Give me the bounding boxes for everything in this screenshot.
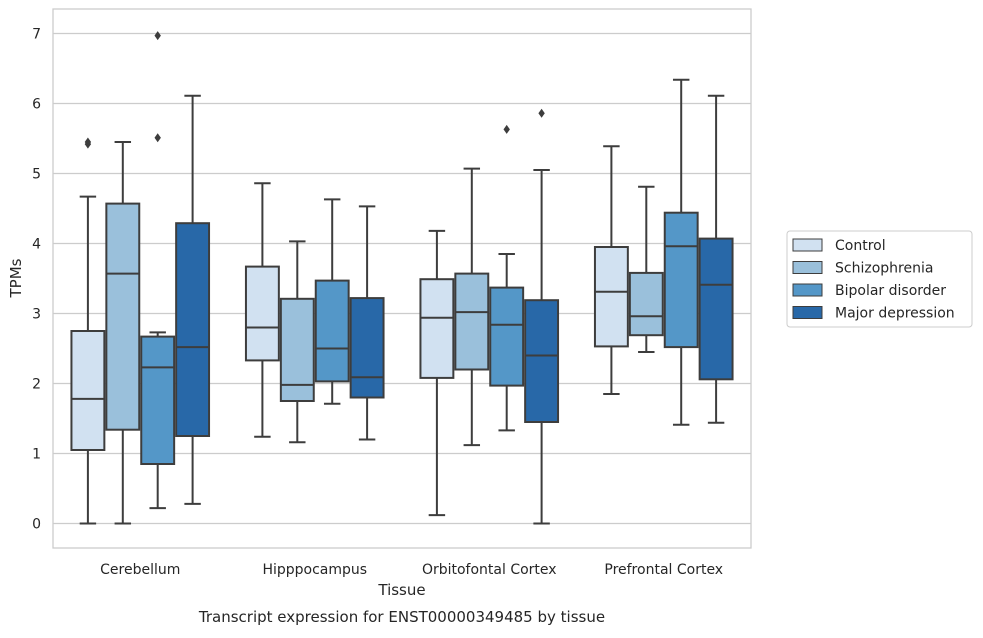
- box-4-3: [663, 78, 699, 426]
- box-2-3: [314, 198, 350, 405]
- box-3-1: [419, 229, 455, 517]
- box-iqr: [698, 237, 734, 381]
- box-iqr: [244, 265, 280, 362]
- y-tick-label: 0: [32, 517, 41, 533]
- box-iqr: [419, 278, 455, 379]
- y-tick-labels: 0 1 2 3 4 5 6 7: [32, 27, 41, 533]
- y-tick-label: 6: [32, 97, 41, 113]
- x-tick-label: Orbitofontal Cortex: [422, 562, 557, 578]
- legend-label: Control: [835, 238, 886, 254]
- outlier-point: [538, 108, 545, 118]
- y-axis-label: TPMs: [7, 258, 25, 298]
- box-4-1: [593, 145, 629, 395]
- box-iqr: [349, 297, 385, 399]
- box-3-4: [524, 108, 560, 525]
- box-4-4: [698, 94, 734, 424]
- outlier-point: [154, 133, 161, 143]
- legend-items: Control Schizophrenia Bipolar disorder Majo…: [792, 238, 955, 322]
- chart-caption: Transcript expression for ENST0000034948…: [198, 608, 605, 626]
- box-2-1: [244, 182, 280, 438]
- x-tick-label: Prefrontal Cortex: [604, 562, 723, 578]
- x-tick-labels: Cerebellum Hipppocampus Orbitofontal Corte…: [100, 562, 723, 578]
- box-2-4: [349, 205, 385, 441]
- plot-frame: [52, 8, 752, 549]
- box-iqr: [175, 222, 211, 437]
- box-1-4: [175, 94, 211, 505]
- y-tick-label: 4: [32, 237, 41, 253]
- y-tick-label: 7: [32, 27, 41, 43]
- legend-swatch: [792, 261, 823, 274]
- legend-swatch: [792, 238, 823, 252]
- box-4-2: [628, 185, 664, 353]
- box-2-2: [279, 240, 315, 444]
- box-3-2: [454, 167, 490, 447]
- box-iqr: [524, 299, 560, 424]
- box-1-3: [140, 31, 176, 510]
- boxes-layer: [70, 31, 734, 525]
- legend-label: Major depression: [835, 306, 955, 322]
- y-tick-label: 3: [32, 307, 41, 323]
- y-tick-label: 2: [32, 377, 41, 393]
- box-iqr: [628, 271, 664, 337]
- legend-frame: [786, 230, 973, 328]
- outlier-point: [84, 137, 92, 147]
- box-iqr: [454, 272, 490, 371]
- box-iqr: [314, 279, 350, 383]
- x-axis-label: Tissue: [377, 581, 425, 599]
- legend-label: Bipolar disorder: [835, 283, 946, 299]
- x-tick-label: Cerebellum: [100, 562, 180, 578]
- legend-swatch: [792, 283, 823, 297]
- legend-swatch: [792, 306, 823, 319]
- legend-label: Schizophrenia: [835, 261, 933, 277]
- outlier-point: [154, 31, 161, 41]
- box-iqr: [489, 286, 525, 387]
- box-1-1: [70, 137, 106, 525]
- box-iqr: [105, 202, 141, 431]
- box-1-2: [105, 141, 141, 525]
- box-iqr: [70, 330, 106, 451]
- box-3-3: [489, 124, 525, 432]
- legend: Control Schizophrenia Bipolar disorder Majo…: [786, 230, 973, 328]
- x-tick-label: Hipppocampus: [262, 562, 367, 578]
- y-tick-label: 5: [32, 167, 41, 183]
- box-iqr: [140, 335, 176, 466]
- y-tick-label: 1: [32, 447, 41, 463]
- box-iqr: [663, 211, 699, 349]
- outlier-point: [503, 124, 510, 134]
- box-iqr: [593, 246, 629, 348]
